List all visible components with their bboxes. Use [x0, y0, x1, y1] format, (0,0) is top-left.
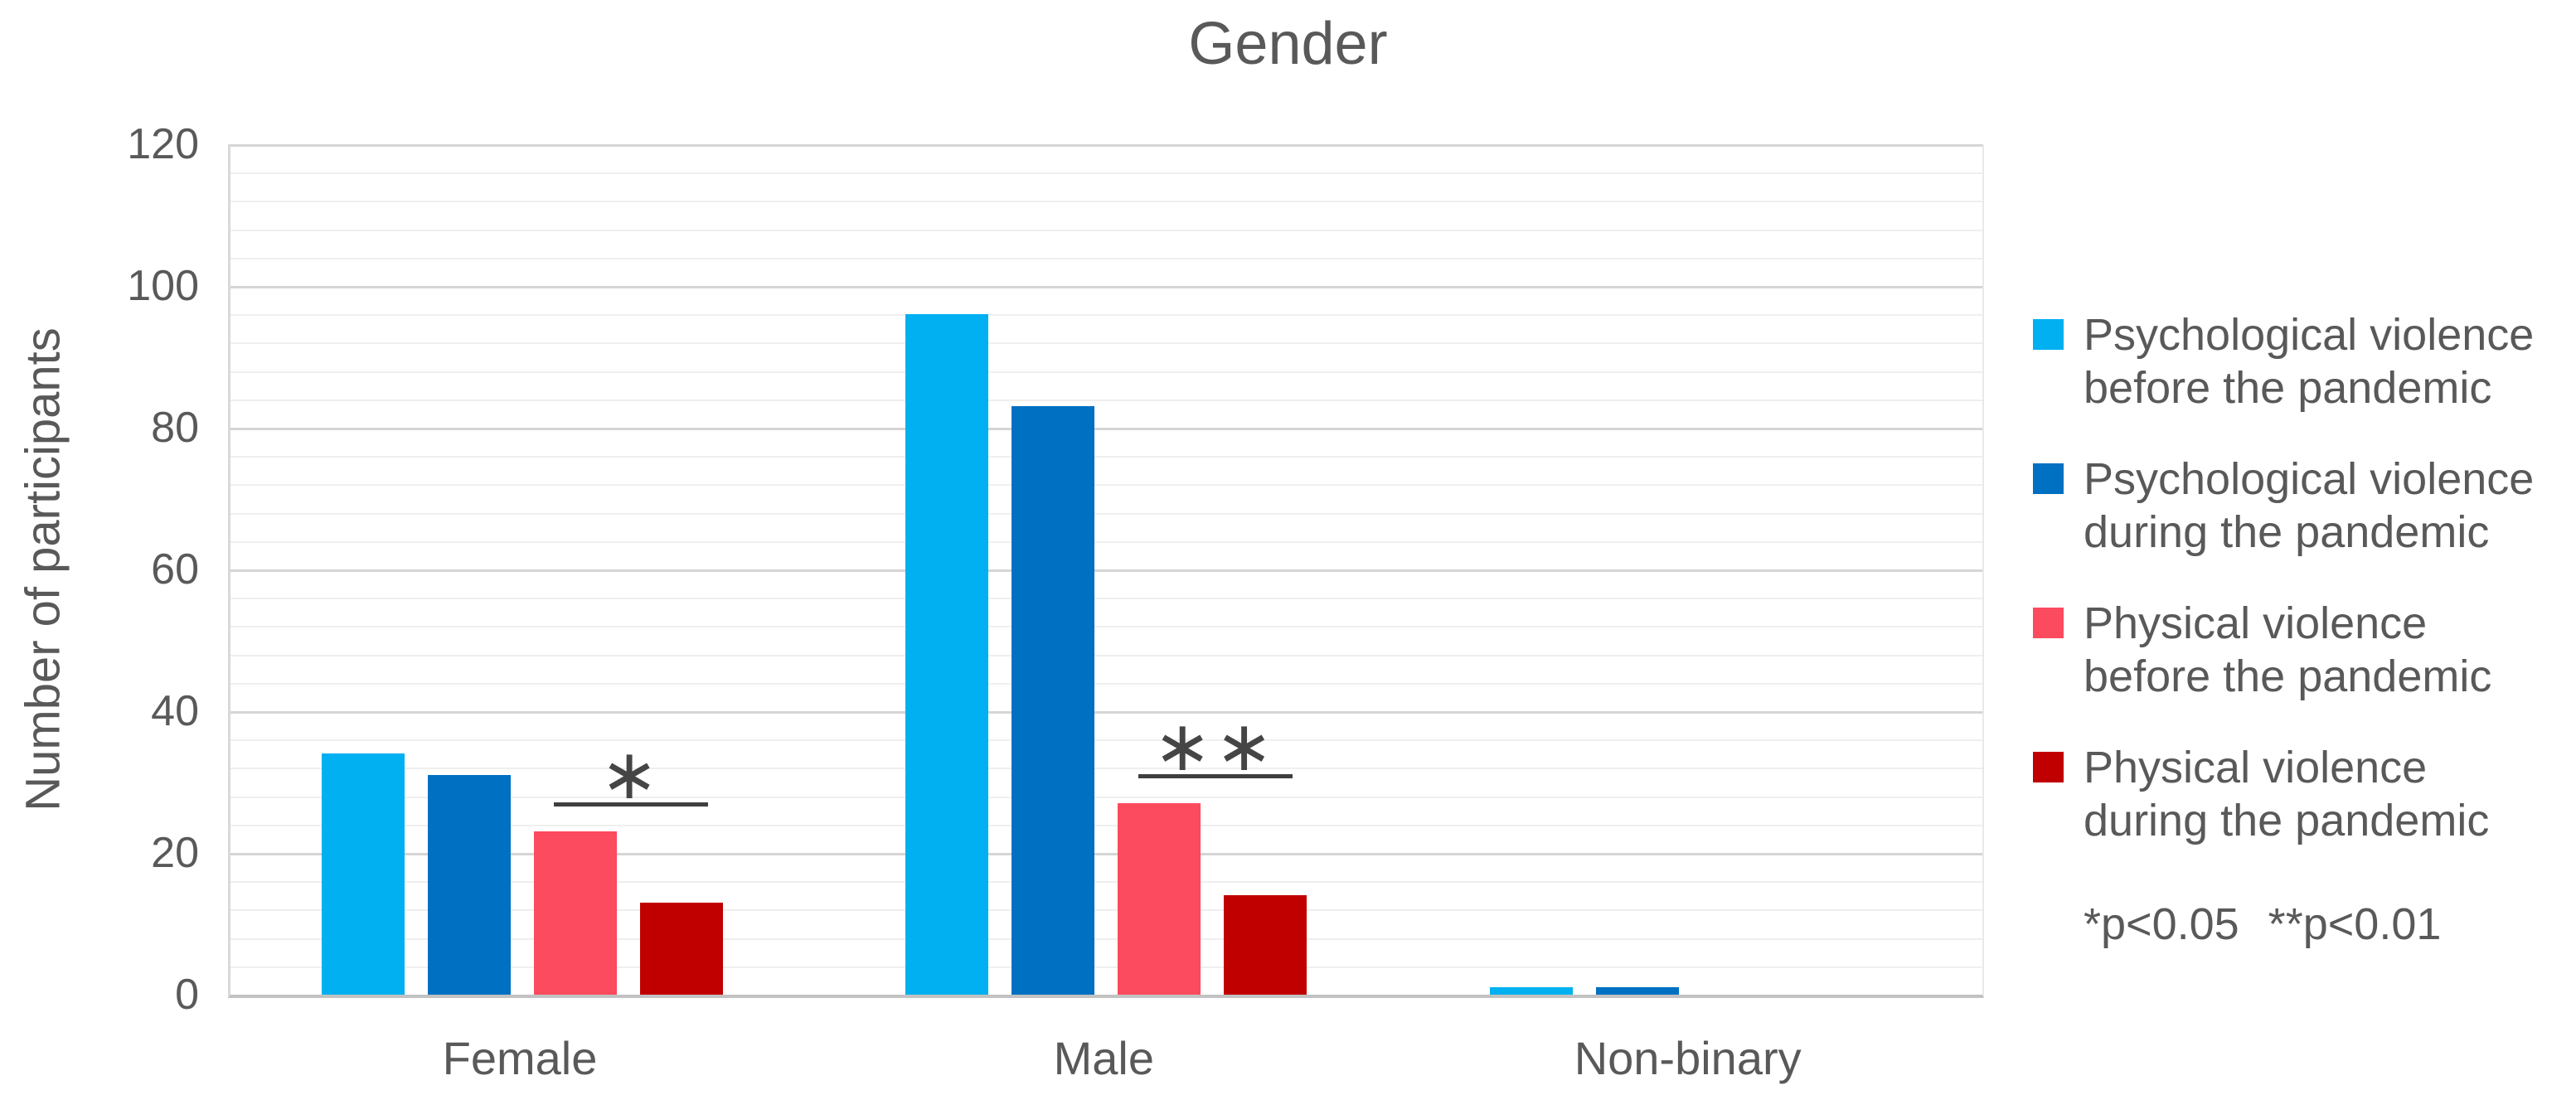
x-category-label: Female	[442, 1032, 598, 1084]
minor-gridline	[230, 371, 1982, 373]
bar	[534, 831, 618, 995]
legend-label: Physical violence during the pandemic	[2084, 743, 2490, 845]
minor-gridline	[230, 654, 1982, 656]
minor-gridline	[230, 399, 1982, 401]
legend-label: Physical violence before the pandemic	[2084, 598, 2492, 701]
y-tick-label: 0	[175, 971, 199, 1019]
minor-gridline	[230, 484, 1982, 487]
y-tick-label: 80	[151, 404, 199, 452]
legend-entry: Physical violence during the pandemic	[2033, 741, 2576, 847]
minor-gridline	[230, 201, 1982, 203]
minor-gridline	[230, 512, 1982, 515]
major-gridline	[230, 428, 1982, 430]
legend-label: Psychological violence before the pandem…	[2084, 310, 2535, 413]
bar-group-female	[230, 144, 814, 995]
minor-gridline	[230, 314, 1982, 317]
x-category-label: Male	[1053, 1032, 1155, 1084]
minor-gridline	[230, 824, 1982, 826]
y-tick-label: 40	[151, 687, 199, 735]
legend-swatch	[2033, 752, 2064, 782]
y-tick-label: 100	[127, 262, 199, 310]
bar	[428, 775, 512, 995]
x-category-label: Non-binary	[1574, 1032, 1802, 1084]
significance-asterisk: ∗	[599, 734, 662, 816]
bar	[640, 903, 724, 995]
minor-gridline	[230, 172, 1982, 175]
y-tick-label: 60	[151, 545, 199, 593]
bar	[905, 314, 989, 995]
significance-line	[554, 802, 709, 807]
legend-swatch	[2033, 608, 2064, 638]
bar	[1489, 987, 1573, 995]
bar	[1595, 987, 1679, 995]
bar	[1118, 803, 1201, 995]
minor-gridline	[230, 768, 1982, 770]
minor-gridline	[230, 342, 1982, 345]
significance-asterisk: ∗∗	[1153, 705, 1277, 787]
legend-label: Psychological violence during the pandem…	[2084, 454, 2535, 557]
minor-gridline	[230, 909, 1982, 912]
plot-area: 0 20 40 60 80 100 120 ∗ ∗∗	[127, 121, 1984, 1018]
y-tick-label: 120	[127, 120, 199, 168]
bar-group-male	[814, 144, 1398, 995]
minor-gridline	[230, 739, 1982, 742]
x-axis-labels: Female Male Non-binary	[228, 1031, 1980, 1097]
significance-marker: ∗	[554, 734, 709, 816]
legend: Psychological violence before the pandem…	[2033, 308, 2576, 950]
minor-gridline	[230, 937, 1982, 940]
legend-entry: Psychological violence during the pandem…	[2033, 453, 2576, 559]
major-gridline	[230, 711, 1982, 714]
legend-swatch	[2033, 319, 2064, 350]
significance-line	[1138, 774, 1293, 779]
major-gridline	[230, 569, 1982, 572]
major-gridline	[230, 853, 1982, 855]
legend-entry: Physical violence before the pandemic	[2033, 597, 2576, 703]
minor-gridline	[230, 966, 1982, 968]
chart-title: Gender	[1188, 11, 1388, 77]
minor-gridline	[230, 598, 1982, 600]
legend-entry: Psychological violence before the pandem…	[2033, 308, 2576, 414]
minor-gridline	[230, 257, 1982, 259]
minor-gridline	[230, 540, 1982, 543]
major-gridline	[230, 286, 1982, 288]
minor-gridline	[230, 229, 1982, 231]
y-tick-label: 20	[151, 829, 199, 877]
minor-gridline	[230, 456, 1982, 458]
bar	[322, 753, 405, 995]
major-gridline	[230, 144, 1982, 147]
significance-marker: ∗∗	[1138, 705, 1293, 787]
minor-gridline	[230, 881, 1982, 884]
minor-gridline	[230, 682, 1982, 685]
minor-gridline	[230, 796, 1982, 798]
bar-group-non-binary	[1399, 144, 1982, 995]
bar	[1011, 406, 1095, 995]
minor-gridline	[230, 626, 1982, 628]
bar	[1224, 895, 1307, 995]
legend-swatch	[2033, 463, 2064, 494]
significance-note: *p<0.05 **p<0.01	[2084, 899, 2442, 949]
